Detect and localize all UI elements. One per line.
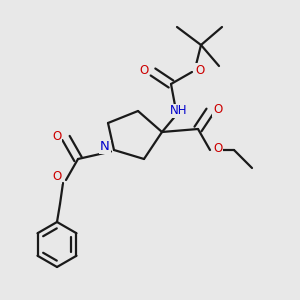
Text: O: O: [140, 64, 148, 77]
Text: O: O: [195, 64, 204, 77]
Text: O: O: [213, 142, 222, 155]
Text: O: O: [52, 170, 62, 184]
Text: O: O: [213, 103, 222, 116]
Text: O: O: [52, 130, 62, 143]
Text: NH: NH: [170, 104, 187, 118]
Text: N: N: [100, 140, 110, 154]
